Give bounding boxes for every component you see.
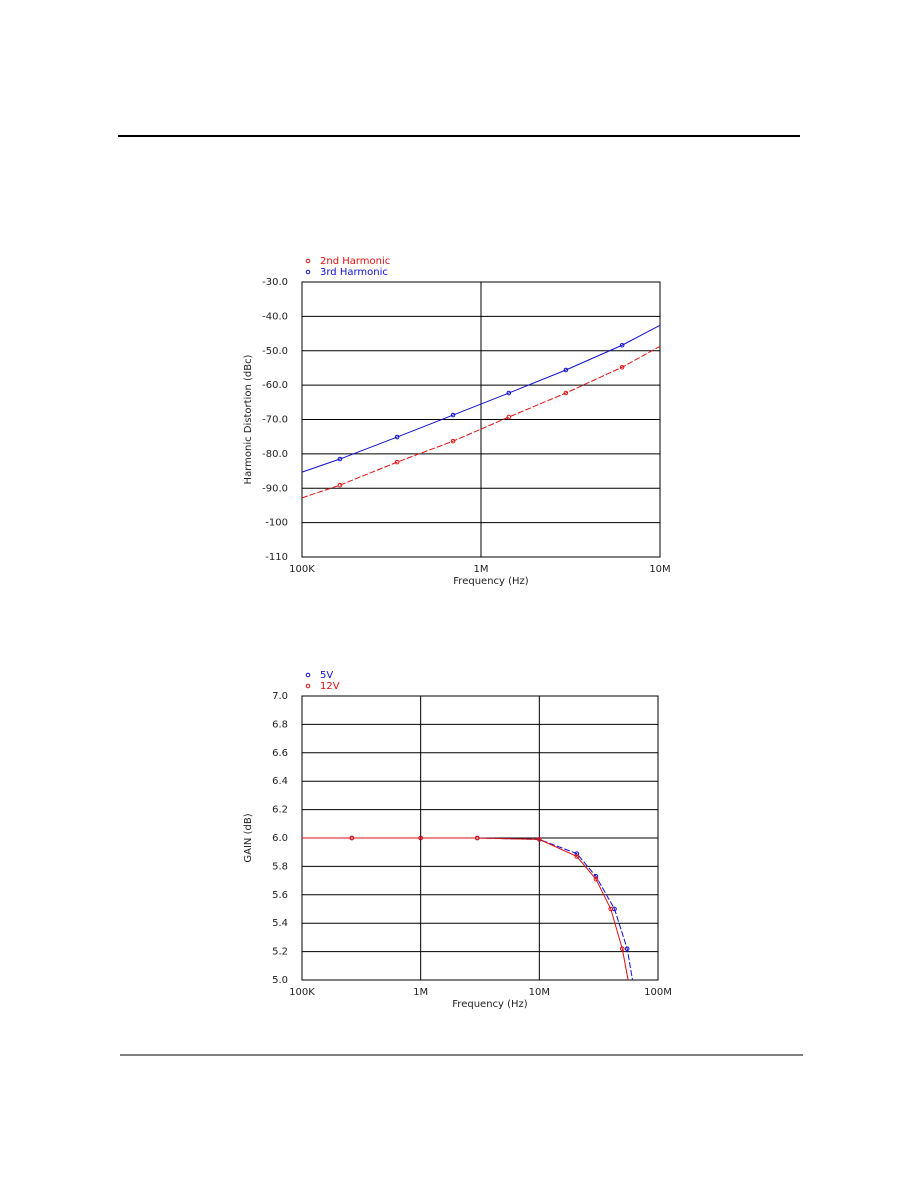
legend-marker bbox=[305, 269, 311, 275]
data-point bbox=[450, 412, 456, 418]
y-tick-label: -30.0 bbox=[262, 277, 288, 288]
series-line bbox=[301, 324, 661, 473]
x-tick-label: 1M bbox=[413, 987, 428, 998]
y-tick-label: -80.0 bbox=[262, 449, 288, 460]
legend-label: 3rd Harmonic bbox=[320, 267, 388, 278]
data-point bbox=[608, 906, 614, 912]
legend-marker bbox=[305, 683, 311, 689]
y-tick-label: -110 bbox=[265, 552, 288, 563]
x-tick-label: 100M bbox=[644, 987, 672, 998]
x-tick-label: 10M bbox=[649, 564, 670, 575]
y-tick-label: 6.8 bbox=[272, 719, 288, 730]
data-point bbox=[593, 876, 599, 882]
y-tick-label: 6.4 bbox=[272, 776, 288, 787]
data-point bbox=[537, 837, 542, 842]
data-point bbox=[337, 482, 343, 488]
y-tick-label: 7.0 bbox=[272, 691, 288, 702]
y-tick-label: 6.6 bbox=[272, 748, 288, 759]
x-tick-label: 100K bbox=[289, 987, 315, 998]
data-point bbox=[619, 364, 625, 370]
data-point bbox=[506, 390, 512, 396]
y-tick-label: -100 bbox=[265, 518, 288, 529]
y-tick-label: -90.0 bbox=[262, 483, 288, 494]
data-point bbox=[450, 438, 456, 444]
series-line bbox=[302, 837, 629, 981]
legend-marker bbox=[305, 672, 311, 678]
y-tick-label: 5.6 bbox=[272, 890, 288, 901]
y-tick-label: 5.4 bbox=[272, 918, 288, 929]
series-line bbox=[301, 345, 661, 499]
y-tick-label: -50.0 bbox=[262, 346, 288, 357]
x-tick-label: 100K bbox=[289, 564, 315, 575]
x-axis-label: Frequency (Hz) bbox=[453, 576, 529, 587]
y-tick-label: 5.8 bbox=[272, 861, 288, 872]
data-point bbox=[474, 835, 480, 841]
y-tick-label: 6.2 bbox=[272, 805, 288, 816]
data-point bbox=[506, 414, 512, 420]
series-line bbox=[302, 837, 634, 981]
data-point bbox=[619, 946, 625, 952]
data-point bbox=[394, 459, 400, 465]
y-tick-label: -70.0 bbox=[262, 415, 288, 426]
legend-label: 12V bbox=[320, 681, 340, 692]
y-tick-label: 5.0 bbox=[272, 975, 288, 986]
legend-label: 5V bbox=[320, 670, 333, 681]
data-point bbox=[337, 456, 343, 462]
legend-marker bbox=[305, 258, 311, 264]
data-point bbox=[418, 835, 423, 841]
data-point bbox=[574, 854, 580, 859]
data-point bbox=[619, 342, 625, 348]
data-point bbox=[349, 835, 355, 841]
x-tick-label: 10M bbox=[529, 987, 550, 998]
y-axis-label: GAIN (dB) bbox=[243, 813, 254, 862]
y-tick-label: 5.2 bbox=[272, 947, 288, 958]
x-axis-label: Frequency (Hz) bbox=[452, 999, 528, 1010]
data-point bbox=[563, 367, 569, 373]
data-point bbox=[394, 434, 400, 440]
y-tick-label: 6.0 bbox=[272, 833, 288, 844]
legend-label: 2nd Harmonic bbox=[320, 256, 390, 267]
data-point bbox=[563, 390, 569, 396]
data-point bbox=[574, 851, 580, 856]
y-tick-label: -60.0 bbox=[262, 380, 288, 391]
y-axis-label: Harmonic Distortion (dBc) bbox=[243, 354, 254, 484]
x-tick-label: 1M bbox=[474, 564, 489, 575]
y-tick-label: -40.0 bbox=[262, 311, 288, 322]
data-point bbox=[624, 946, 630, 952]
